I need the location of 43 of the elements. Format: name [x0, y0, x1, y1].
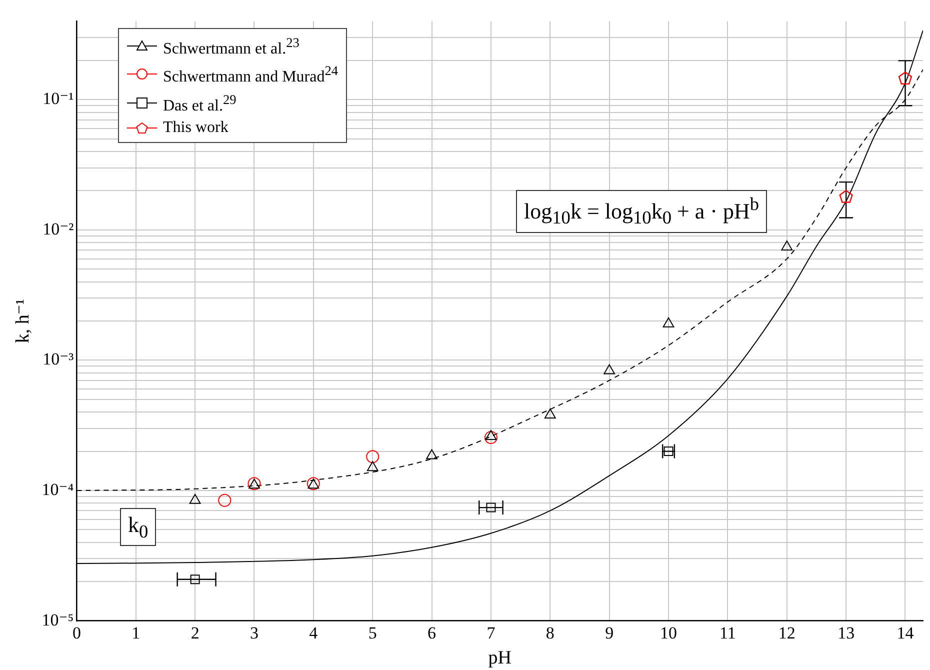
x-tick-label: 6: [428, 623, 436, 642]
x-tick-label: 3: [250, 623, 258, 642]
point: [662, 317, 674, 328]
x-axis-title: pH: [488, 648, 512, 669]
point: [190, 574, 200, 584]
legend-label: Schwertmann and Murad$^{24}$: [163, 62, 338, 88]
x-tick-label: 5: [368, 623, 377, 642]
x-tick-label: 12: [778, 623, 796, 642]
point: [218, 494, 232, 507]
point: [898, 72, 912, 84]
x-tick-label: 10: [660, 623, 678, 642]
x-tick-label: 11: [720, 623, 736, 642]
y-tick-label: 10⁻⁴: [42, 480, 74, 499]
point: [781, 240, 793, 250]
x-tick-label: 0: [72, 623, 81, 642]
point: [189, 494, 201, 504]
legend-label: Das et al.$^{29}$: [163, 90, 236, 116]
x-tick-label: 8: [546, 623, 554, 642]
x-tick-label: 4: [309, 623, 318, 642]
y-axis-title: k, h⁻¹: [12, 298, 34, 344]
point: [484, 431, 498, 444]
point: [426, 449, 438, 460]
y-tick-label: 10⁻⁵: [42, 610, 74, 630]
legend-label: Schwertmann et al.$^{23}$: [163, 34, 300, 60]
x-tick-label: 7: [486, 623, 496, 642]
point: [544, 408, 556, 418]
point: [839, 190, 853, 203]
y-tick-label: 10⁻³: [42, 350, 74, 369]
x-tick-label: 14: [896, 623, 914, 642]
y-tick-label: 10⁻²: [42, 219, 74, 238]
point: [366, 450, 380, 464]
y-tick-label: 10⁻¹: [42, 89, 74, 108]
point: [485, 430, 497, 440]
x-tick-label: 13: [838, 623, 855, 642]
annotation: log$_{10}$k = log$_{10}$k$_{0}$ + a · pH$^{b}$: [516, 190, 768, 233]
legend-label: This work: [163, 118, 228, 138]
x-tick-label: 1: [132, 623, 140, 642]
annotation: k$_{0}$: [120, 508, 156, 546]
point: [366, 461, 378, 472]
point: [604, 364, 616, 374]
point: [486, 502, 496, 512]
x-tick-label: 9: [605, 623, 614, 642]
x-tick-label: 2: [190, 623, 200, 642]
